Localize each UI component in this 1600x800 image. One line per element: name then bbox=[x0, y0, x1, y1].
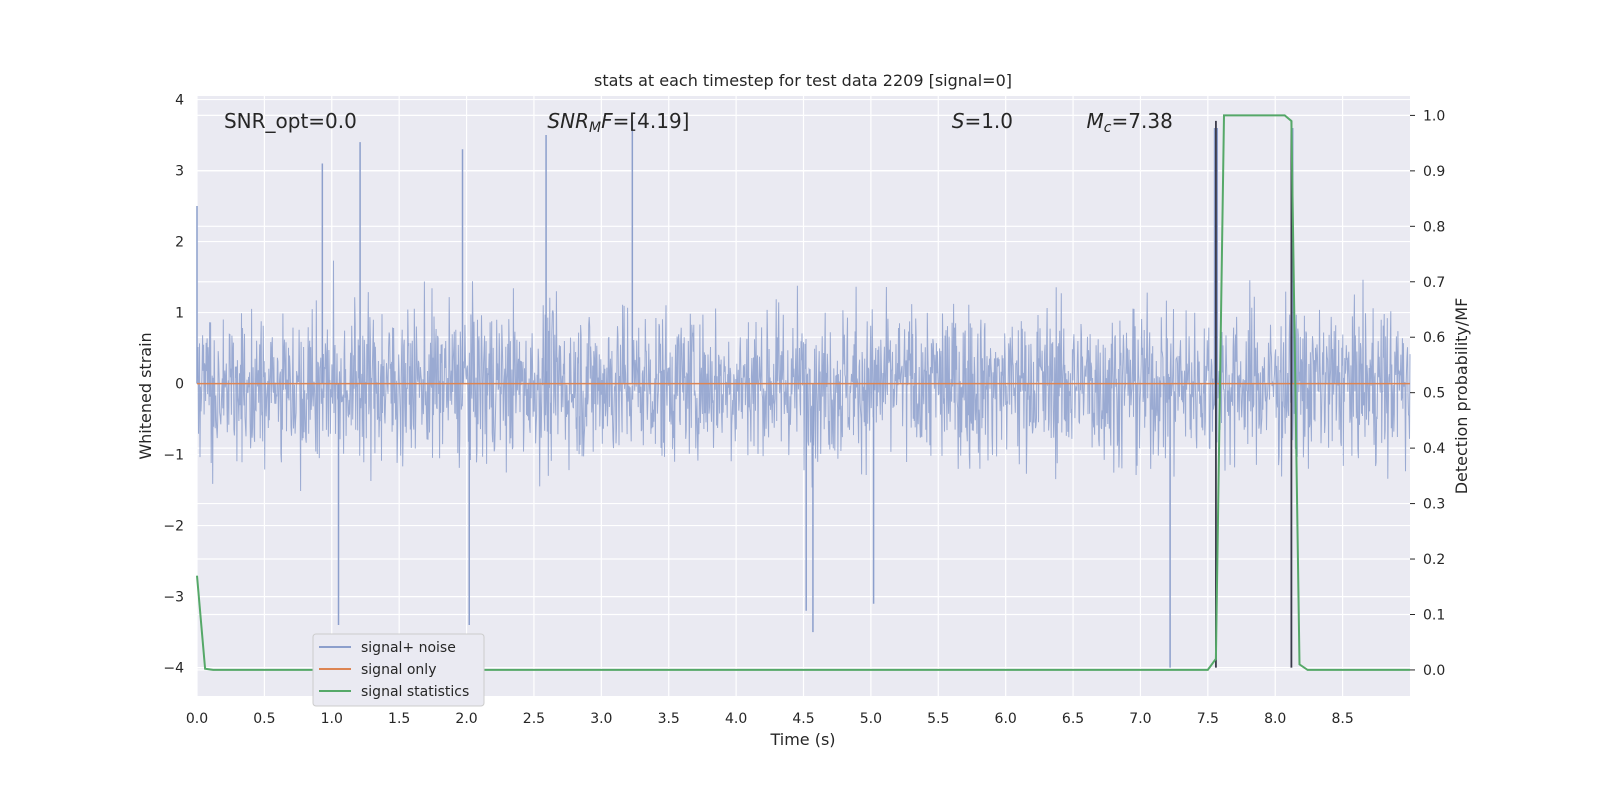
legend-label-signal-only: signal only bbox=[361, 662, 436, 678]
legend: signal+ noise signal only signal statist… bbox=[312, 633, 485, 707]
y-tick-label: 3 bbox=[175, 164, 184, 180]
x-tick-label: 7.5 bbox=[1197, 711, 1219, 727]
x-tick-label: 7.0 bbox=[1129, 711, 1151, 727]
y2-axis-label: Detection probability/MF bbox=[1452, 298, 1471, 495]
legend-label-signal-noise: signal+ noise bbox=[361, 640, 456, 656]
x-tick-label: 5.5 bbox=[927, 711, 949, 727]
y-axis-label: Whitened strain bbox=[136, 332, 155, 459]
y2-tick-label: 0.3 bbox=[1423, 497, 1445, 513]
x-tick-label: 4.5 bbox=[792, 711, 814, 727]
y-tick-label: 0 bbox=[175, 377, 184, 393]
series-layer bbox=[196, 114, 1410, 671]
y-tick-label: −2 bbox=[163, 519, 184, 535]
x-tick-label: 0.5 bbox=[253, 711, 275, 727]
y-tick-label: 1 bbox=[175, 306, 184, 322]
x-tick-label: 3.5 bbox=[658, 711, 680, 727]
signal-statistics-line bbox=[196, 114, 1410, 671]
annotation-snr-opt: SNR_opt=0.0 bbox=[224, 109, 357, 133]
y-tick-label: −4 bbox=[163, 661, 184, 677]
y2-tick-label: 0.9 bbox=[1423, 164, 1445, 180]
x-tick-label: 8.5 bbox=[1331, 711, 1353, 727]
y-tick-label: −3 bbox=[163, 590, 184, 606]
x-tick-label: 0.0 bbox=[186, 711, 208, 727]
x-tick-label: 1.0 bbox=[321, 711, 343, 727]
y2-tick-label: 0.0 bbox=[1423, 663, 1445, 679]
annotation-snr-mf: SNRMF=[4.19] bbox=[547, 109, 689, 136]
x-tick-label: 3.0 bbox=[590, 711, 612, 727]
legend-box bbox=[312, 633, 485, 707]
y2-tick-label: 0.7 bbox=[1423, 275, 1445, 291]
x-tick-label: 2.0 bbox=[455, 711, 477, 727]
x-axis-label: Time (s) bbox=[769, 730, 835, 749]
y2-tick-label: 0.5 bbox=[1423, 386, 1445, 402]
x-tick-label: 8.0 bbox=[1264, 711, 1286, 727]
y2-tick-label: 0.2 bbox=[1423, 552, 1445, 568]
y2-tick-label: 1.0 bbox=[1423, 108, 1445, 124]
signal-plus-noise-line bbox=[196, 260, 1411, 492]
y2-tick-label: 0.8 bbox=[1423, 219, 1445, 235]
y-tick-label: 2 bbox=[175, 235, 184, 251]
annotation-s: S=1.0 bbox=[952, 109, 1013, 133]
x-tick-label: 5.0 bbox=[860, 711, 882, 727]
x-tick-label: 6.5 bbox=[1062, 711, 1084, 727]
legend-label-signal-statistics: signal statistics bbox=[361, 684, 469, 700]
x-tick-label: 1.5 bbox=[388, 711, 410, 727]
signal-plus-noise-trace bbox=[196, 120, 1411, 668]
y-tick-label: −1 bbox=[163, 448, 184, 464]
annotation-mc: Mc=7.38 bbox=[1087, 109, 1173, 136]
chart-title: stats at each timestep for test data 220… bbox=[594, 71, 1012, 90]
x-tick-label: 6.0 bbox=[995, 711, 1017, 727]
tick-labels: 0.0 0.5 1.0 1.5 2.0 2.5 3.0 3.5 4.0 4.5 5.0 5.5 6.0 6… bbox=[163, 93, 1445, 727]
y2-tick-label: 0.1 bbox=[1423, 607, 1445, 623]
y2-tick-label: 0.4 bbox=[1423, 441, 1445, 457]
x-tick-label: 2.5 bbox=[523, 711, 545, 727]
annotations: SNR_opt=0.0 SNRMF=[4.19] S=1.0 Mc=7.38 bbox=[224, 109, 1173, 136]
y2-tick-label: 0.6 bbox=[1423, 330, 1445, 346]
x-tick-label: 4.0 bbox=[725, 711, 747, 727]
y-tick-label: 4 bbox=[175, 93, 184, 109]
